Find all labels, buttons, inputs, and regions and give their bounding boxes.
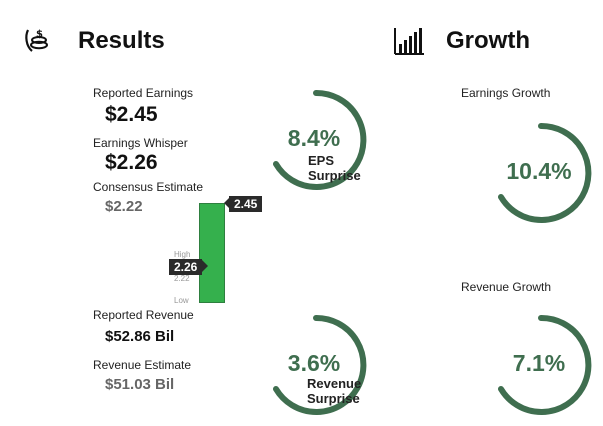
earnings-whisper-label: Earnings Whisper bbox=[93, 136, 188, 150]
revenue-surprise-gauge bbox=[273, 314, 367, 415]
whisper-tag-pointer bbox=[202, 260, 208, 272]
bar-chart-icon bbox=[394, 28, 424, 55]
revenue-growth-value: 7.1% bbox=[512, 350, 566, 376]
reported-earnings-value: $2.45 bbox=[105, 103, 158, 126]
eps-surprise-value: 8.4% bbox=[287, 125, 341, 151]
low-label: Low bbox=[174, 296, 189, 305]
earnings-bar bbox=[199, 203, 225, 303]
reported-earnings-tag: 2.45 bbox=[229, 196, 263, 212]
earnings-whisper-value: $2.26 bbox=[105, 151, 158, 174]
consensus-tick-label: 2.22 bbox=[174, 274, 190, 283]
whisper-tag: 2.26 bbox=[169, 259, 203, 275]
revenue-growth-gauge bbox=[498, 314, 592, 415]
revenue-estimate-label: Revenue Estimate bbox=[93, 358, 192, 372]
reported-earnings-label: Reported Earnings bbox=[93, 86, 194, 100]
consensus-estimate-label: Consensus Estimate bbox=[93, 180, 204, 194]
reported-revenue-label: Reported Revenue bbox=[93, 308, 194, 322]
eps-surprise-label-line1: EPS bbox=[308, 153, 335, 168]
earnings-growth-value: 10.4% bbox=[506, 158, 572, 184]
results-title: Results bbox=[78, 27, 165, 54]
reported-revenue-value: $52.86 Bil bbox=[105, 328, 175, 345]
money-hand-icon: $ bbox=[25, 29, 48, 52]
results-header: $ bbox=[24, 26, 50, 59]
earnings-growth-gauge bbox=[498, 122, 592, 223]
revenue-estimate-value: $51.03 Bil bbox=[105, 376, 175, 393]
consensus-estimate-value: $2.22 bbox=[105, 198, 143, 215]
revenue-surprise-label-line1: Revenue bbox=[307, 376, 362, 391]
reported-earnings-tag-pointer bbox=[224, 197, 230, 209]
high-label: High bbox=[174, 250, 191, 259]
eps-surprise-label-line2: Surprise bbox=[308, 168, 361, 183]
svg-text:$: $ bbox=[36, 29, 43, 40]
revenue-growth-label: Revenue Growth bbox=[461, 280, 552, 294]
growth-title: Growth bbox=[446, 27, 530, 54]
revenue-surprise-value: 3.6% bbox=[287, 350, 341, 376]
growth-header bbox=[393, 26, 425, 61]
earnings-growth-label: Earnings Growth bbox=[461, 86, 551, 100]
eps-surprise-gauge bbox=[273, 89, 367, 190]
revenue-surprise-label-line2: Surprise bbox=[307, 391, 360, 406]
